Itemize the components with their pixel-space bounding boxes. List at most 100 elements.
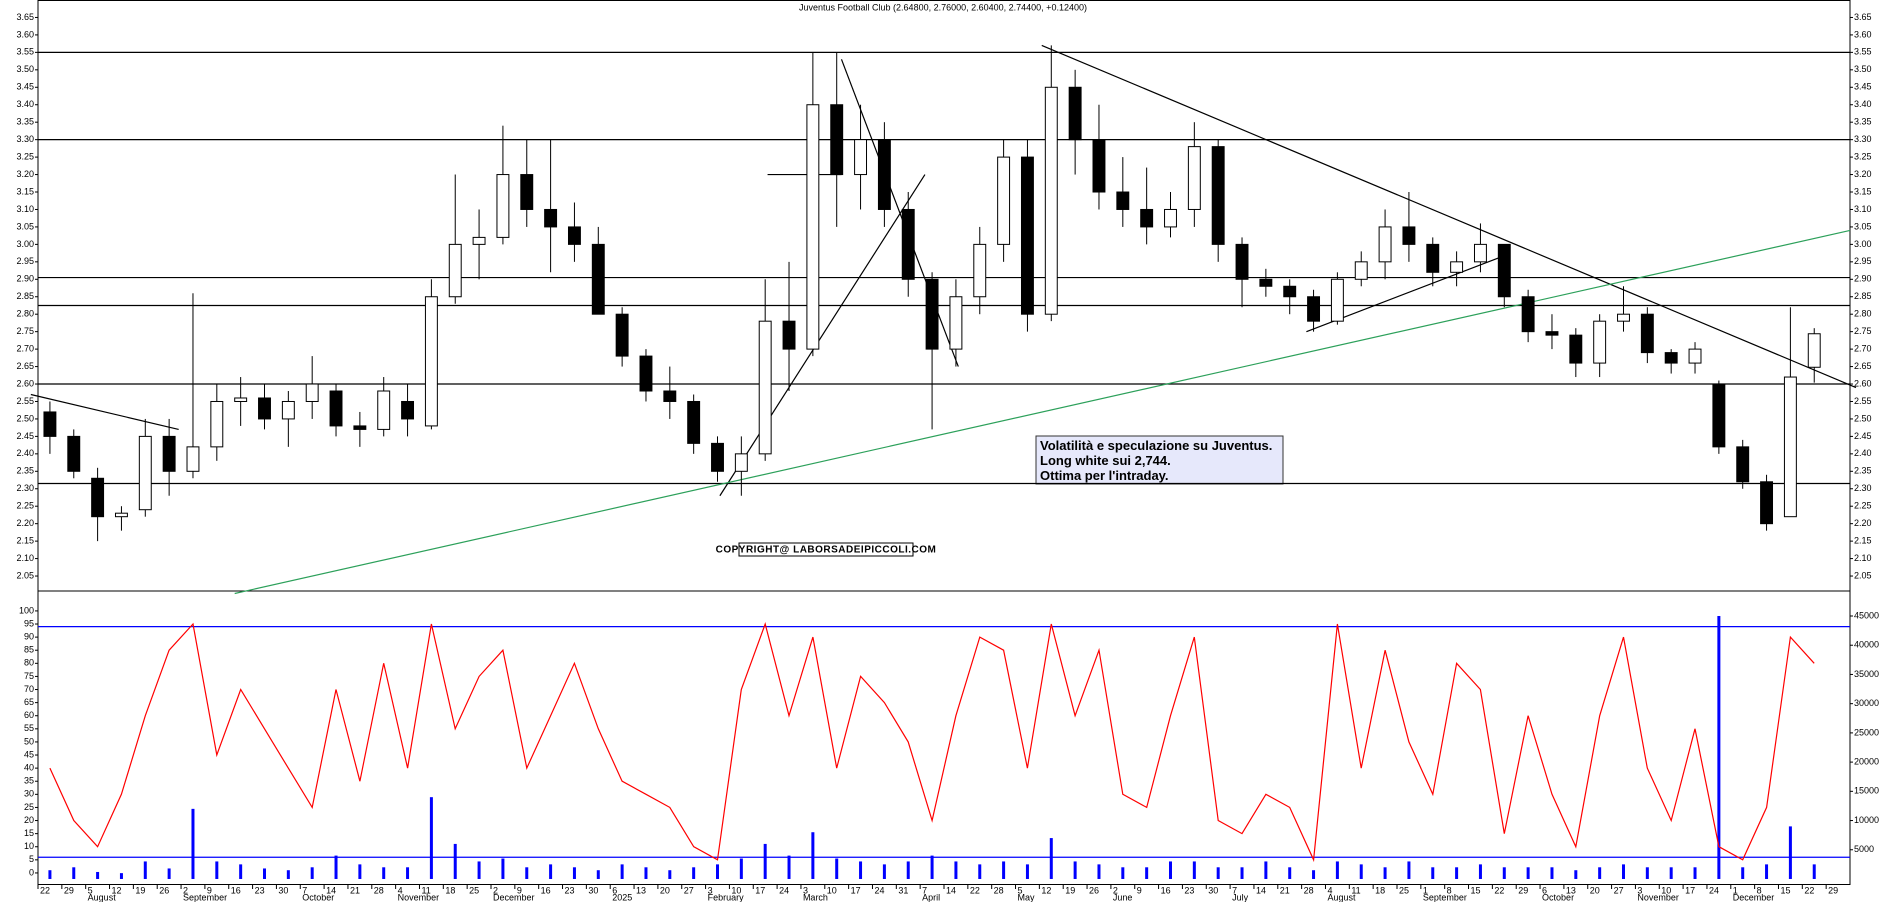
x-tick-label: 28 <box>994 885 1004 895</box>
candle-body <box>1259 278 1273 287</box>
x-tick-label: 17 <box>755 885 765 895</box>
candle-body <box>901 208 915 280</box>
x-tick-label: 11 <box>421 885 430 895</box>
volume-tick-label: 45000 <box>1854 610 1879 620</box>
volume-bar <box>1765 864 1769 879</box>
volume-bar <box>191 808 195 879</box>
volume-bar <box>1192 861 1196 879</box>
plot-frame <box>37 0 1851 885</box>
y-tick-label-right: 2.90 <box>1854 274 1872 284</box>
y-tick-label-right: 3.05 <box>1854 221 1872 231</box>
y-tick-label-right: 2.60 <box>1854 378 1872 388</box>
x-tick-label: 7 <box>302 885 307 895</box>
x-tick-label: 3 <box>803 885 808 895</box>
y-tick-label: 3.00 <box>16 239 34 249</box>
volume-bar <box>501 858 505 879</box>
volume-bar <box>72 867 76 879</box>
trendline <box>234 229 1851 595</box>
osc-tick-label: 75 <box>24 671 34 681</box>
osc-tick-label: 5 <box>29 854 34 864</box>
y-tick-label: 3.55 <box>16 47 34 57</box>
volume-bar <box>1407 861 1411 879</box>
x-tick-label: 23 <box>1184 885 1194 895</box>
osc-tick-label: 25 <box>24 802 34 812</box>
x-tick-label: 10 <box>827 885 837 895</box>
month-label: August <box>88 892 117 902</box>
y-tick-label: 2.20 <box>16 518 34 528</box>
candle-body <box>973 243 987 298</box>
x-tick-label: 17 <box>1685 885 1695 895</box>
candle-body <box>1688 348 1702 364</box>
y-tick-label: 2.65 <box>16 361 34 371</box>
volume-bar <box>167 868 171 879</box>
volume-bar <box>263 868 266 879</box>
volume-bar <box>739 858 743 879</box>
candle-body <box>687 400 701 444</box>
month-label: November <box>398 892 440 902</box>
y-tick-label-right: 2.85 <box>1854 291 1872 301</box>
volume-bar <box>1526 867 1530 879</box>
x-tick-label: 14 <box>326 885 336 895</box>
volume-bar <box>215 861 219 879</box>
y-tick-label: 2.45 <box>16 431 34 441</box>
x-tick-label: 15 <box>1780 885 1790 895</box>
x-tick-label: 22 <box>1494 885 1504 895</box>
y-tick-label-right: 2.25 <box>1854 501 1872 511</box>
candle-body <box>1760 481 1774 525</box>
x-tick-label: 25 <box>1399 885 1409 895</box>
candle-body <box>1020 156 1034 315</box>
volume-bar <box>1741 867 1745 879</box>
month-label: March <box>803 892 828 902</box>
candle-body <box>162 435 176 472</box>
x-tick-label: 26 <box>1089 885 1099 895</box>
osc-tick-label: 20 <box>24 815 34 825</box>
candle-body <box>1617 313 1630 322</box>
volume-tick-label: 20000 <box>1854 756 1879 766</box>
candle-body <box>758 320 772 455</box>
x-tick-label: 13 <box>1566 885 1576 895</box>
x-tick-label: 24 <box>1709 885 1719 895</box>
candle-body <box>734 453 748 472</box>
volume-bar <box>668 870 672 879</box>
y-tick-label-right: 3.60 <box>1854 29 1872 39</box>
y-tick-label-right: 2.65 <box>1854 361 1872 371</box>
volume-bar <box>1169 861 1172 879</box>
month-label: June <box>1113 892 1133 902</box>
x-tick-label: 1 <box>1733 885 1738 895</box>
candle-body <box>1473 243 1487 263</box>
y-tick-label: 3.15 <box>16 186 34 196</box>
x-tick-label: 4 <box>398 885 403 895</box>
candle-body <box>1497 243 1511 298</box>
candle-body <box>1354 261 1368 280</box>
x-tick-label: 29 <box>1518 885 1528 895</box>
month-label: November <box>1637 892 1679 902</box>
y-tick-label: 2.10 <box>16 553 34 563</box>
oscillator-line <box>49 621 1815 863</box>
candle-body <box>567 226 581 245</box>
candle-body <box>1569 334 1583 364</box>
candle-body <box>1092 139 1106 193</box>
volume-bar <box>1812 864 1816 879</box>
volume-bar <box>1502 867 1506 879</box>
candle-body <box>353 425 367 430</box>
candle-body <box>949 296 963 350</box>
x-tick-label: 31 <box>898 885 908 895</box>
osc-tick-label: 90 <box>24 631 34 641</box>
x-tick-label: 3 <box>708 885 713 895</box>
y-tick-label-right: 3.15 <box>1854 186 1872 196</box>
volume-bar <box>1335 861 1339 879</box>
candle-body <box>591 243 605 315</box>
x-tick-label: 21 <box>350 885 360 895</box>
x-tick-label: 24 <box>779 885 789 895</box>
volume-bar <box>334 855 338 879</box>
candle-body <box>210 400 224 448</box>
month-label: August <box>1327 892 1356 902</box>
y-tick-label-right: 3.25 <box>1854 151 1872 161</box>
volume-bar <box>692 867 696 879</box>
osc-tick-label: 60 <box>24 710 34 720</box>
x-tick-label: 9 <box>207 885 212 895</box>
volume-bar <box>1312 870 1316 879</box>
month-label: April <box>922 892 940 902</box>
candle-body <box>1783 376 1797 518</box>
